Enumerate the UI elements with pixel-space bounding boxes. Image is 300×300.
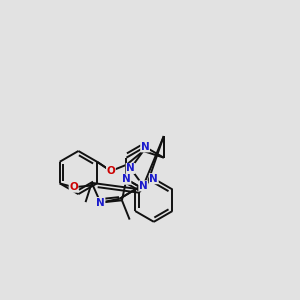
Text: O: O (106, 166, 115, 176)
Text: N: N (122, 174, 131, 184)
Text: N: N (96, 198, 105, 208)
Text: N: N (149, 174, 158, 184)
Text: N: N (126, 164, 135, 173)
Text: N: N (139, 181, 148, 191)
Text: N: N (141, 142, 149, 152)
Text: O: O (69, 182, 78, 192)
